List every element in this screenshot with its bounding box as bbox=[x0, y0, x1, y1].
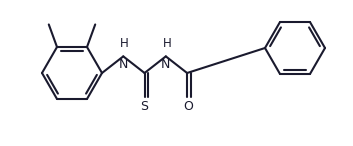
Text: H: H bbox=[120, 37, 128, 50]
Text: H: H bbox=[162, 37, 171, 50]
Text: O: O bbox=[183, 100, 193, 113]
Text: S: S bbox=[140, 100, 149, 113]
Text: N: N bbox=[161, 58, 170, 71]
Text: N: N bbox=[119, 58, 128, 71]
